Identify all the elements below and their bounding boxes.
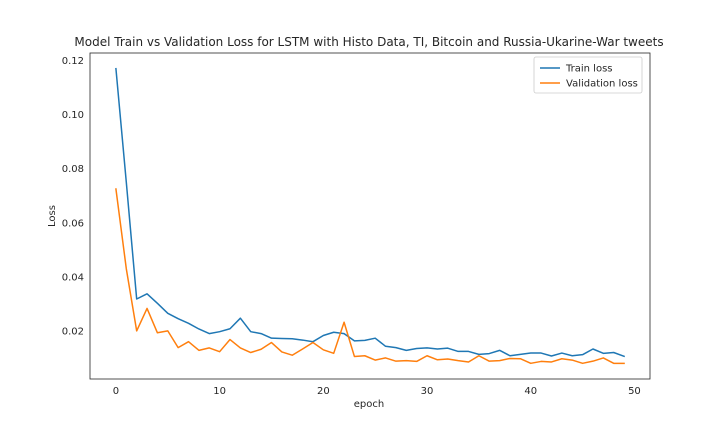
y-tick-label: 0.08 [62, 164, 84, 175]
x-tick-label: 10 [213, 386, 226, 397]
series-line-validation-loss [115, 188, 625, 365]
x-tick-label: 30 [421, 386, 434, 397]
y-tick-label: 0.10 [62, 110, 84, 121]
x-tick-label: 0 [113, 386, 119, 397]
legend-label: Train loss [565, 64, 613, 75]
series-line-train-loss [115, 67, 626, 358]
y-tick-label: 0.04 [62, 272, 84, 283]
y-tick-label: 0.02 [62, 326, 84, 337]
x-axis-label: epoch [354, 399, 384, 410]
x-tick-label: 50 [628, 386, 641, 397]
chart-title: Model Train vs Validation Loss for LSTM … [74, 35, 663, 49]
legend-label: Validation loss [566, 79, 638, 90]
axes-frame [89, 52, 651, 380]
x-tick-label: 40 [524, 386, 537, 397]
plot-area [90, 53, 650, 379]
x-tick-label: 20 [317, 386, 330, 397]
y-tick-label: 0.12 [62, 56, 84, 67]
legend: Train loss Validation loss [533, 56, 643, 94]
y-tick-label: 0.06 [62, 218, 84, 229]
legend-box [533, 56, 643, 94]
y-axis-label: Loss [47, 205, 58, 227]
